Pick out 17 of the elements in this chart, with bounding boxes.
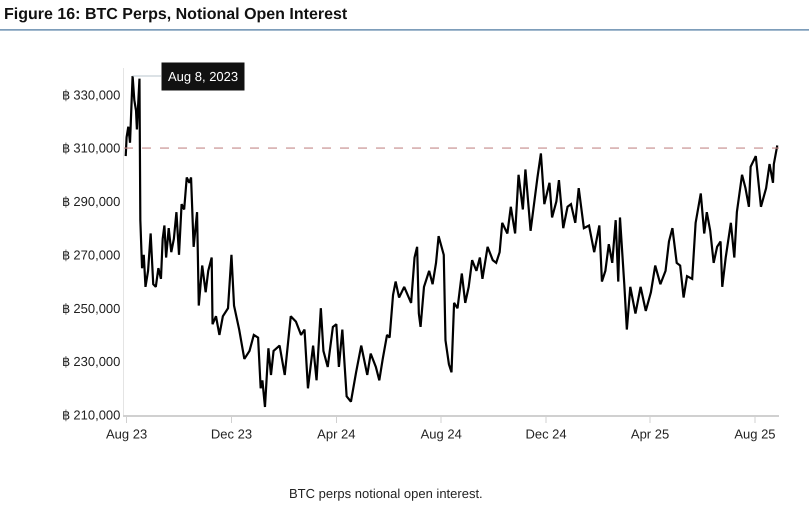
y-tick-label: ฿ 290,000 <box>62 194 120 210</box>
x-tick-label: Aug 25 <box>734 426 776 442</box>
y-tick-label: ฿ 310,000 <box>62 140 120 156</box>
x-tick-label: Dec 24 <box>525 426 567 442</box>
y-tick-label: ฿ 210,000 <box>62 408 120 423</box>
y-tick-label: ฿ 270,000 <box>62 247 120 262</box>
annotation: Aug 8, 2023 <box>168 69 238 84</box>
x-tick-label: Apr 24 <box>317 426 356 442</box>
y-tick-label: ฿ 230,000 <box>62 354 120 370</box>
chart-title: Figure 16: BTC Perps, Notional Open Interest <box>4 6 348 23</box>
x-tick-label: Dec 23 <box>210 426 252 442</box>
text: BTC perps notional open interest. <box>289 486 483 501</box>
y-tick-label: ฿ 330,000 <box>62 87 120 102</box>
y-tick-label: ฿ 250,000 <box>62 300 120 316</box>
x-tick-label: Apr 25 <box>630 426 670 442</box>
x-tick-label: Aug 24 <box>420 426 462 442</box>
x-tick-label: Aug 23 <box>106 426 148 442</box>
